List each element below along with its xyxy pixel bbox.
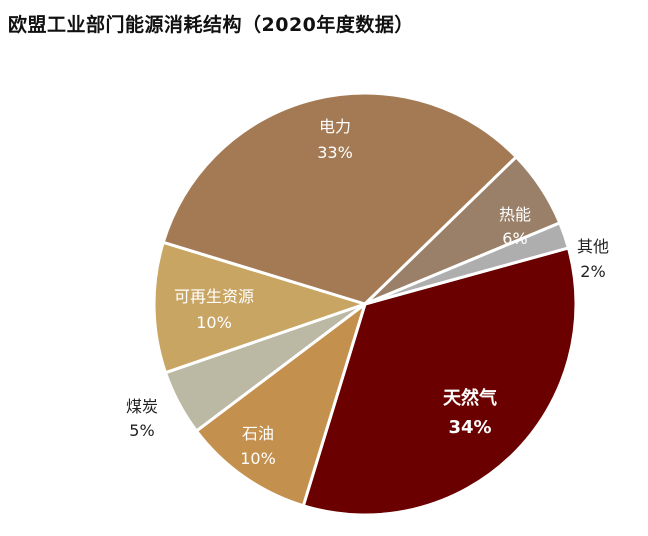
slice-label-5: 电力 <box>319 117 351 136</box>
slice-percent-3: 5% <box>129 421 154 440</box>
slice-label-7: 其他 <box>577 237 609 256</box>
slice-label-4: 可再生资源 <box>174 287 254 306</box>
slice-label-3: 煤炭 <box>126 397 158 416</box>
pie-slice-7 <box>363 221 570 306</box>
pie-slice-1 <box>301 246 578 517</box>
slice-percent-2: 10% <box>240 449 276 468</box>
slice-percent-1: 34% <box>448 417 491 438</box>
slice-percent-4: 10% <box>196 313 232 332</box>
slice-percent-5: 33% <box>317 143 353 162</box>
slice-percent-7: 2% <box>580 262 605 281</box>
slice-label-6: 热能 <box>499 205 531 224</box>
pie-slice-5 <box>161 91 518 306</box>
pie-slice-2 <box>194 302 367 508</box>
pie-slice-4 <box>152 240 367 375</box>
chart-title: 欧盟工业部门能源消耗结构（2020年度数据） <box>8 14 414 36</box>
slice-label-1: 天然气 <box>443 387 497 409</box>
slice-label-2: 石油 <box>242 424 274 443</box>
slice-percent-6: 6% <box>502 229 527 248</box>
